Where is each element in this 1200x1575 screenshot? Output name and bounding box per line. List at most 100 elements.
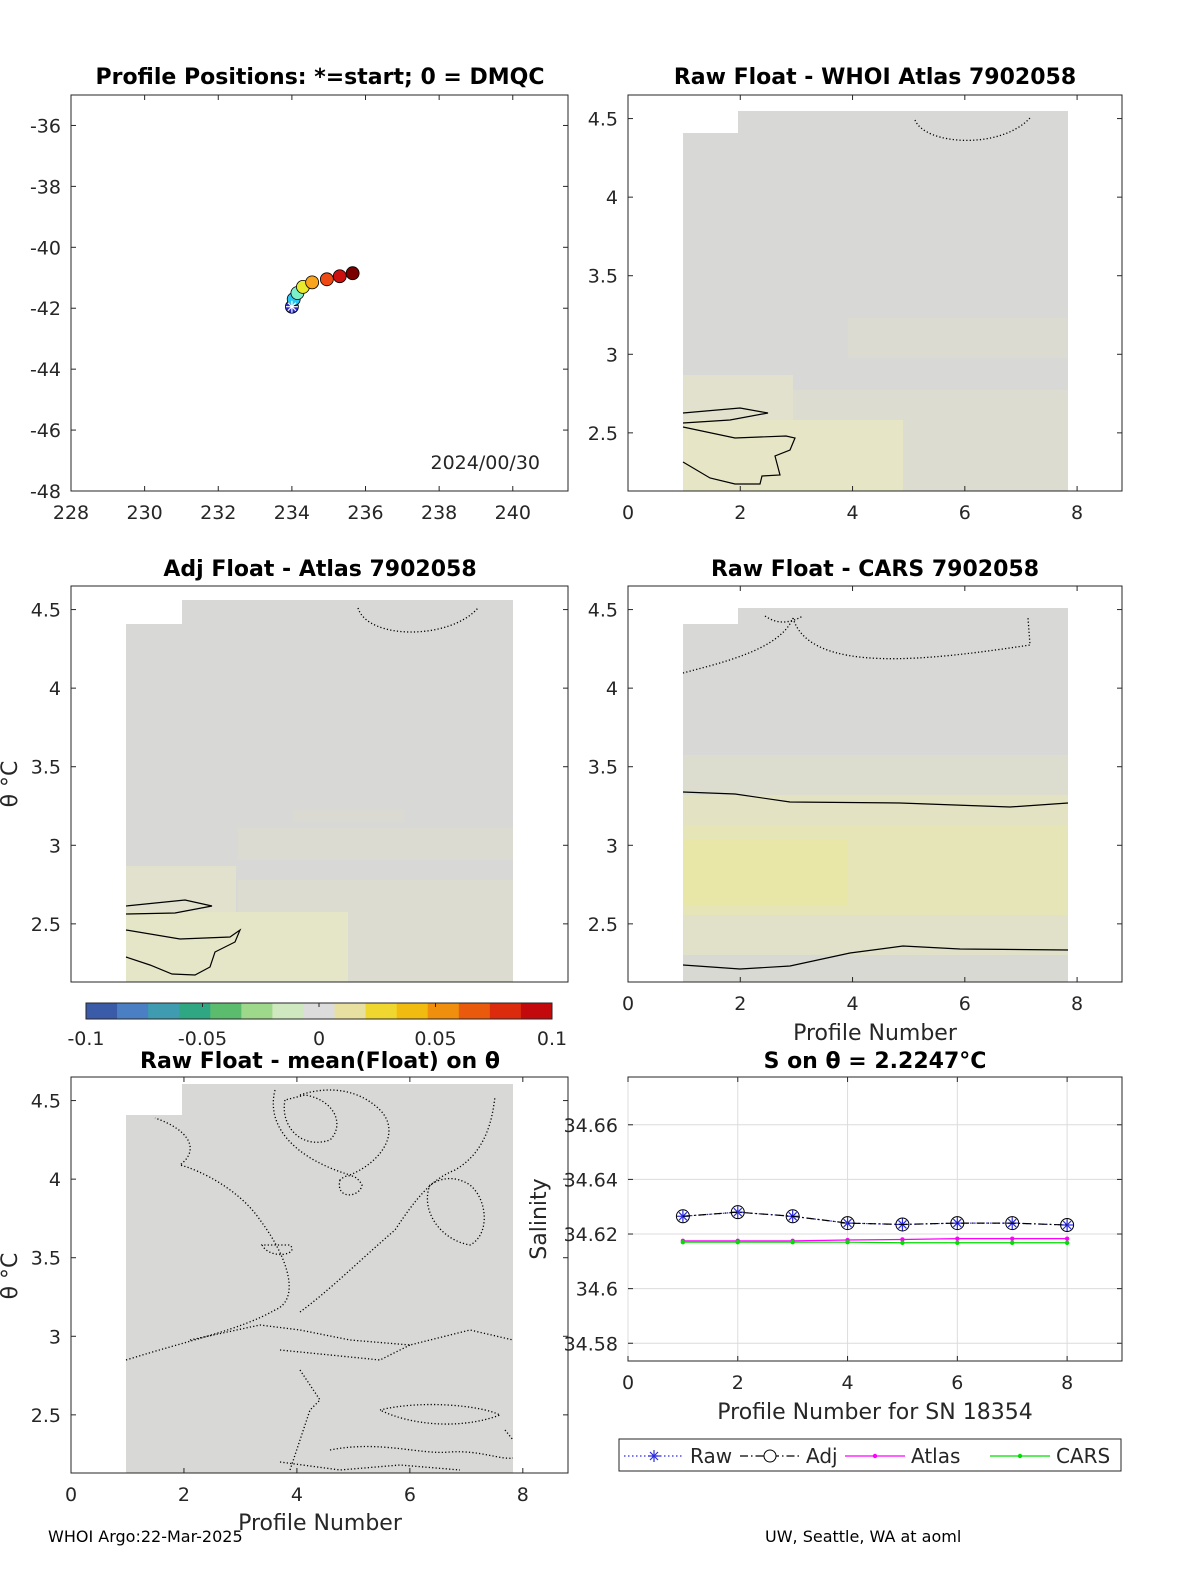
panel-raw-atlas: Raw Float - WHOI Atlas 7902058 0 2 4 6 8 4.5 4… bbox=[588, 65, 1123, 524]
x-tick-label: 6 bbox=[959, 993, 971, 1015]
y-tick-label: -46 bbox=[30, 420, 61, 442]
position-point bbox=[345, 266, 360, 281]
y-tick-label: 3.5 bbox=[588, 266, 618, 288]
cars-point bbox=[955, 1240, 960, 1245]
y-axis-label: Salinity bbox=[527, 1178, 552, 1259]
legend-label: Raw bbox=[690, 1444, 732, 1468]
raw-point bbox=[1062, 1220, 1072, 1230]
x-tick-label: 230 bbox=[126, 502, 162, 524]
legend-marker bbox=[763, 1449, 777, 1463]
y-tick-label: 34.62 bbox=[564, 1224, 618, 1246]
adj-point bbox=[730, 1205, 745, 1220]
y-tick-label: 34.66 bbox=[564, 1115, 618, 1137]
x-tick-label: 2 bbox=[732, 1372, 744, 1394]
plot-area bbox=[627, 1076, 1123, 1362]
y-tick-label: 34.58 bbox=[564, 1333, 618, 1355]
footer-left: WHOI Argo:22-Mar-2025 bbox=[48, 1527, 243, 1546]
y-tick-label: 3.5 bbox=[588, 757, 618, 779]
cars-point bbox=[1010, 1240, 1015, 1245]
colorbar-swatch bbox=[396, 1003, 429, 1019]
colorbar-tick-label: 0.1 bbox=[537, 1028, 567, 1050]
series-line-cars bbox=[682, 1241, 1068, 1244]
cars-point bbox=[845, 1240, 850, 1245]
legend-marker bbox=[1017, 1453, 1023, 1459]
x-tick-label: 0 bbox=[622, 993, 634, 1015]
x-axis-label: Profile Number bbox=[238, 1511, 403, 1536]
y-tick-label: 3 bbox=[606, 344, 618, 366]
chart-title: Profile Positions: *=start; 0 = DMQC bbox=[95, 65, 544, 90]
y-tick-label: 2.5 bbox=[31, 1405, 61, 1427]
y-axis-label: θ °C bbox=[0, 1253, 23, 1300]
y-tick-label: 3 bbox=[49, 835, 61, 857]
colorbar: -0.1 -0.05 0 0.05 0.1 bbox=[67, 1002, 567, 1050]
atlas-point bbox=[1064, 1236, 1070, 1241]
y-tick-label: 3.5 bbox=[31, 757, 61, 779]
chart-title: Raw Float - CARS 7902058 bbox=[711, 557, 1039, 582]
colorbar-swatch bbox=[86, 1003, 118, 1019]
colorbar-swatch bbox=[520, 1003, 553, 1019]
x-tick-label: 4 bbox=[846, 993, 858, 1015]
x-tick-label: 4 bbox=[842, 1372, 854, 1394]
adj-point bbox=[1005, 1216, 1020, 1231]
chart-title: Raw Float - mean(Float) on θ bbox=[140, 1049, 500, 1074]
x-tick-label: 234 bbox=[274, 502, 310, 524]
colorbar-swatch bbox=[272, 1003, 304, 1019]
x-tick-label: 0 bbox=[65, 1484, 77, 1506]
heatmap bbox=[682, 111, 1068, 491]
panel-float-mean: Raw Float - mean(Float) on θ θ °C Profil… bbox=[0, 1049, 569, 1536]
y-tick-label: 4.5 bbox=[31, 1091, 61, 1113]
cars-point bbox=[735, 1240, 740, 1245]
chart-title: S on θ = 2.2247°C bbox=[764, 1049, 987, 1074]
colorbar-tick-label: 0 bbox=[313, 1028, 325, 1050]
y-tick-label: 4.5 bbox=[588, 109, 618, 131]
start-marker bbox=[287, 302, 297, 312]
x-tick-label: 6 bbox=[951, 1372, 963, 1394]
panel-adj-atlas: Adj Float - Atlas 7902058 θ °C 4.5 4 3.5 3 2… bbox=[0, 557, 569, 983]
y-tick-label: 4 bbox=[606, 187, 618, 209]
atlas-point bbox=[1010, 1236, 1015, 1241]
panel-positions: Profile Positions: *=start; 0 = DMQC 228… bbox=[30, 65, 569, 524]
x-axis-label: Profile Number bbox=[793, 1021, 958, 1046]
atlas-point bbox=[955, 1236, 960, 1241]
y-tick-label: -38 bbox=[30, 176, 61, 198]
x-tick-label: 8 bbox=[1071, 993, 1083, 1015]
y-axis-label: θ °C bbox=[0, 761, 23, 808]
x-tick-label: 8 bbox=[1061, 1372, 1073, 1394]
heatmap bbox=[125, 600, 513, 982]
adj-point bbox=[785, 1209, 800, 1224]
y-tick-label: 34.6 bbox=[576, 1279, 618, 1301]
y-tick-label: 3 bbox=[606, 835, 618, 857]
y-tick-label: 2.5 bbox=[31, 914, 61, 936]
x-tick-label: 4 bbox=[291, 1484, 303, 1506]
colorbar-swatch bbox=[458, 1003, 491, 1019]
adj-point bbox=[895, 1217, 910, 1232]
colorbar-swatch bbox=[427, 1003, 460, 1019]
colorbar-swatch bbox=[365, 1003, 398, 1019]
adj-point bbox=[840, 1216, 855, 1231]
x-tick-label: 238 bbox=[421, 502, 457, 524]
y-tick-label: -36 bbox=[30, 115, 61, 137]
x-tick-label: 228 bbox=[53, 502, 89, 524]
panel-raw-cars: Raw Float - CARS 7902058 Profile Number … bbox=[588, 557, 1123, 1046]
colorbar-tick-label: -0.1 bbox=[67, 1028, 104, 1050]
cars-point bbox=[1064, 1240, 1070, 1245]
x-tick-label: 4 bbox=[846, 502, 858, 524]
colorbar-swatch bbox=[241, 1003, 273, 1019]
legend-label: Atlas bbox=[911, 1444, 960, 1468]
colorbar-swatch bbox=[210, 1003, 242, 1019]
raw-point bbox=[843, 1218, 852, 1228]
series-line-atlas bbox=[682, 1238, 1068, 1242]
y-tick-label: -42 bbox=[30, 298, 61, 320]
adj-point bbox=[1060, 1218, 1075, 1233]
x-tick-label: 2 bbox=[734, 993, 746, 1015]
position-point bbox=[305, 275, 320, 290]
legend-marker bbox=[649, 1451, 659, 1461]
x-tick-label: 6 bbox=[404, 1484, 416, 1506]
legend-label: Adj bbox=[806, 1444, 838, 1468]
y-tick-label: 3 bbox=[49, 1326, 61, 1348]
y-tick-label: -40 bbox=[30, 237, 61, 259]
y-tick-label: -48 bbox=[30, 481, 61, 503]
adj-point bbox=[950, 1216, 965, 1231]
x-tick-label: 8 bbox=[1071, 502, 1083, 524]
panel-salinity: S on θ = 2.2247°C Salinity Profile Numbe… bbox=[527, 1049, 1123, 1472]
